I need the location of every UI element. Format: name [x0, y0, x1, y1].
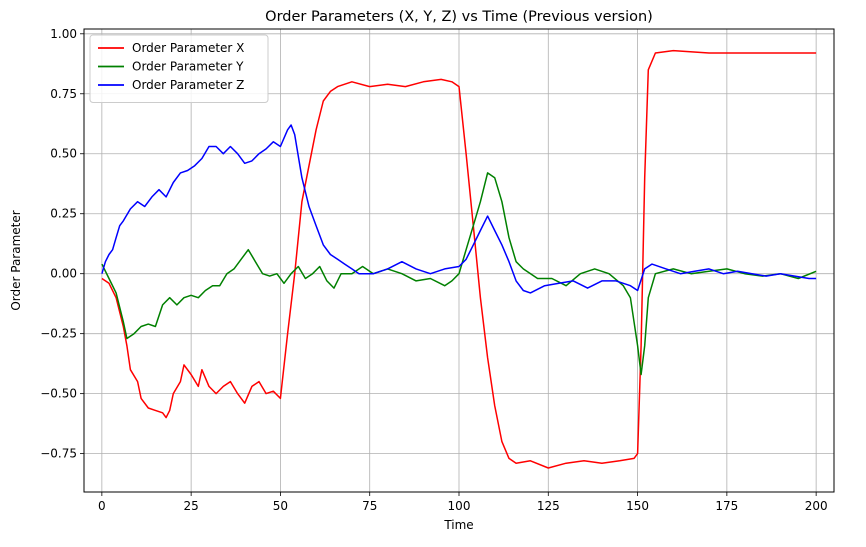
y-tick-label: 0.50: [50, 147, 77, 161]
legend-entry: Order Parameter Z: [132, 78, 244, 92]
y-tick-label: 0.75: [50, 87, 77, 101]
legend-box: [89, 34, 269, 103]
y-tick-label: 1.00: [50, 27, 77, 41]
series-layer: [101, 49, 817, 469]
y-tick-label: −0.25: [40, 327, 77, 341]
x-tick-label: 25: [184, 499, 199, 513]
legend-entry: Order Parameter X: [132, 41, 244, 55]
y-axis-label: Order Parameter: [9, 210, 23, 310]
series-line-z: [101, 124, 817, 294]
chart-title: Order Parameters (X, Y, Z) vs Time (Prev…: [265, 9, 653, 25]
legend: Order Parameter X Order Parameter Y Order …: [89, 34, 269, 103]
series-line-x: [101, 49, 817, 469]
x-tick-label: 75: [362, 499, 377, 513]
x-tick-label: 0: [98, 499, 106, 513]
x-axis-ticks: 0 25 50 75 100 125 150 175 200: [98, 492, 828, 513]
x-axis-label: Time: [443, 518, 473, 532]
legend-entry: Order Parameter Y: [132, 60, 244, 74]
x-tick-label: 50: [273, 499, 288, 513]
x-tick-label: 150: [626, 499, 649, 513]
y-axis-ticks: −0.75 −0.50 −0.25 0.00 0.25 0.50 0.75 1.00: [40, 27, 84, 461]
y-tick-label: −0.50: [40, 387, 77, 401]
y-tick-label: 0.25: [50, 207, 77, 221]
y-tick-label: 0.00: [50, 267, 77, 281]
x-tick-label: 175: [715, 499, 738, 513]
x-tick-label: 200: [805, 499, 828, 513]
y-tick-label: −0.75: [40, 447, 77, 461]
x-tick-label: 125: [537, 499, 560, 513]
x-tick-label: 100: [448, 499, 471, 513]
